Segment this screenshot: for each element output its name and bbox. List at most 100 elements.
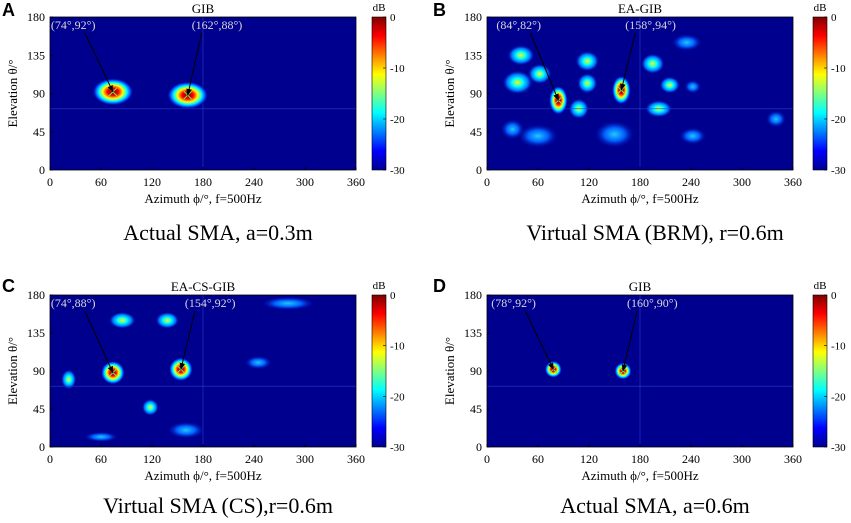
panel-letter: A [2,0,15,20]
y-tick-label: 135 [27,326,45,340]
colorbar-tick-label: -30 [390,165,405,177]
source-arrow [524,310,554,370]
source-arrow [179,310,196,370]
side-lobe [575,51,600,72]
y-tick-label: 0 [476,163,482,177]
x-tick-label: 240 [682,175,700,189]
side-lobe [507,45,535,66]
colorbar-unit: dB [373,2,386,14]
panel-caption: Virtual SMA (BRM), r=0.6m [526,220,783,245]
colorbar-tick-label: -20 [831,114,846,126]
colorbar-tick-label: -30 [831,442,846,454]
x-tick-label: 240 [245,452,263,466]
y-tick-label: 0 [39,440,45,454]
x-tick-label: 360 [347,452,365,466]
colorbar-tick-label: -20 [390,114,405,126]
x-tick-label: 120 [143,452,161,466]
colorbar-tick-label: -30 [831,165,846,177]
source-arrow [529,32,559,101]
y-tick-label: 90 [470,87,482,101]
x-tick-label: 120 [580,452,598,466]
x-tick-label: 300 [733,452,751,466]
colorbar-tick-label: -30 [390,442,405,454]
y-tick-label: 0 [476,440,482,454]
side-lobe [684,79,702,94]
source-arrow [186,32,203,96]
y-tick-label: 180 [27,288,45,302]
source-label: (84°,82°) [496,18,541,32]
y-axis-label: Elevation θ/° [5,59,20,127]
y-tick-label: 135 [464,48,482,62]
x-tick-label: 180 [194,452,212,466]
side-lobe [594,120,635,148]
x-tick-label: 60 [95,175,107,189]
y-tick-label: 135 [464,326,482,340]
heatmap-panel-d: D GIB (78°,92°) (160°,90°) 0 60 120 180 240 300 36… [433,276,846,518]
x-tick-label: 300 [733,175,751,189]
source-arrow [620,32,636,91]
panel-title: EA-CS-GIB [171,279,236,294]
x-tick-label: 240 [245,175,263,189]
colorbar-tick-label: -20 [831,391,846,403]
side-lobe [671,34,703,51]
x-tick-label: 180 [631,175,649,189]
x-tick-label: 360 [784,452,802,466]
side-lobe [155,311,180,329]
source-label: (162°,88°) [192,18,243,32]
side-lobe [502,70,533,95]
colorbar-tick-label: 0 [390,12,396,24]
source-arrow [84,32,114,93]
x-axis-label: Azimuth ϕ/°, f=500Hz [581,468,698,483]
x-tick-label: 300 [296,452,314,466]
x-tick-label: 120 [580,175,598,189]
y-tick-label: 90 [33,87,45,101]
side-lobe [640,53,665,74]
source-label: (154°,92°) [185,296,236,310]
colorbar-unit: dB [814,280,827,292]
panel-letter: D [433,276,446,296]
x-tick-label: 360 [784,175,802,189]
colorbar-tick-label: -20 [390,391,405,403]
y-tick-label: 180 [464,288,482,302]
panel-letter: C [2,276,15,296]
x-tick-label: 0 [47,452,53,466]
source-arrow [84,310,114,374]
x-tick-label: 0 [47,175,53,189]
colorbar-tick-label: 0 [390,290,396,302]
y-tick-label: 45 [33,402,45,416]
colorbar-tick-label: -10 [390,63,405,75]
x-axis-label: Azimuth ϕ/°, f=500Hz [581,191,698,206]
colorbar-unit: dB [373,280,386,292]
x-tick-label: 180 [194,175,212,189]
x-tick-label: 300 [296,175,314,189]
source-label: (74°,88°) [51,296,96,310]
colorbar-tick-label: 0 [831,290,837,302]
colorbar-tick-label: -10 [831,341,846,353]
y-tick-label: 0 [39,163,45,177]
side-lobe [517,124,559,148]
heatmap-panel-c: C EA-CS-GIB (74°,88°) (154°,92°) 0 60 120 180 24… [2,276,405,518]
source-label: (74°,92°) [51,18,96,32]
source-label: (160°,90°) [627,296,678,310]
side-lobe [167,421,205,439]
side-lobe [765,110,787,128]
panel-letter: B [433,0,446,20]
colorbar [371,16,387,171]
y-tick-label: 180 [464,10,482,24]
colorbar [812,16,828,171]
y-tick-label: 135 [27,48,45,62]
side-lobe [84,431,118,442]
colorbar-unit: dB [814,2,827,14]
panel-caption: Virtual SMA (CS),r=0.6m [103,493,333,518]
colorbar-tick-label: -10 [390,341,405,353]
panel-caption: Actual SMA, a=0.3m [123,220,313,245]
side-lobe [108,311,136,329]
colorbar-tick-label: 0 [831,12,837,24]
side-lobe [577,73,598,94]
x-tick-label: 180 [631,452,649,466]
panel-title: GIB [629,279,652,294]
y-axis-label: Elevation θ/° [442,59,457,127]
side-lobe [500,119,525,140]
colorbar-tick-label: -10 [831,63,846,75]
